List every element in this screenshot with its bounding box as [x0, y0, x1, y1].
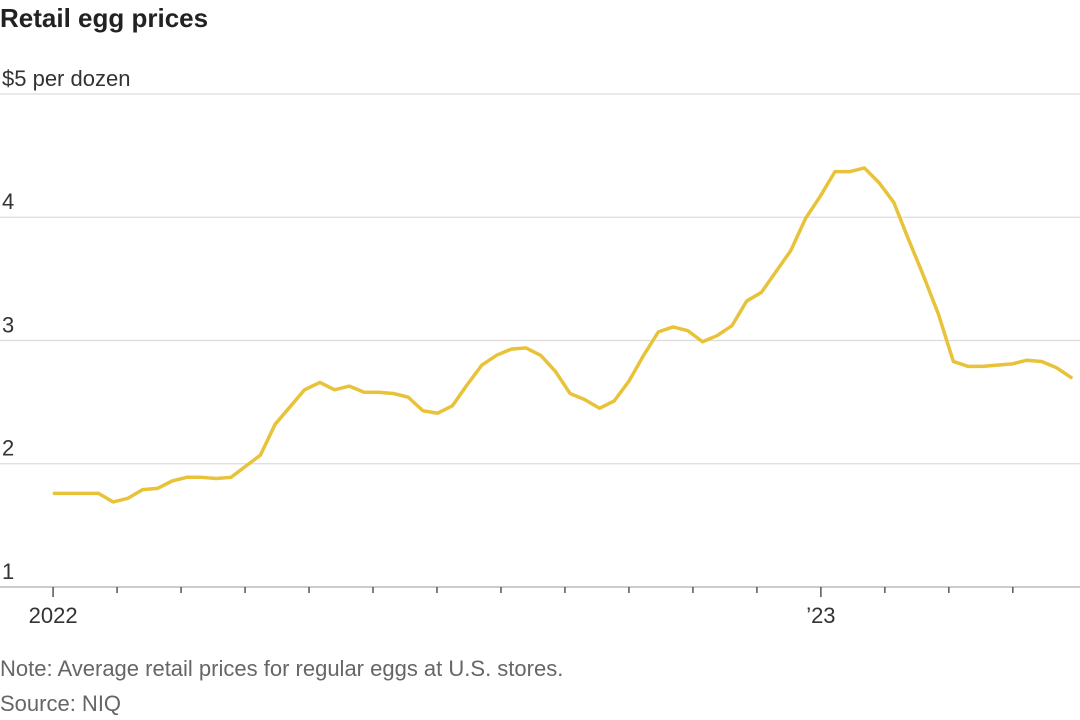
x-tick-label: 2022: [29, 603, 78, 628]
y-tick-label: 3: [2, 312, 14, 337]
y-tick-label: 1: [2, 559, 14, 584]
chart-title: Retail egg prices: [0, 3, 208, 33]
x-tick-label: ’23: [806, 603, 835, 628]
y-tick-label: $5 per dozen: [2, 66, 130, 91]
y-tick-label: 2: [2, 436, 14, 461]
price-line: [52, 166, 1073, 504]
chart-note: Note: Average retail prices for regular …: [0, 656, 563, 681]
y-tick-label: 4: [2, 189, 14, 214]
chart-source: Source: NIQ: [0, 691, 121, 716]
